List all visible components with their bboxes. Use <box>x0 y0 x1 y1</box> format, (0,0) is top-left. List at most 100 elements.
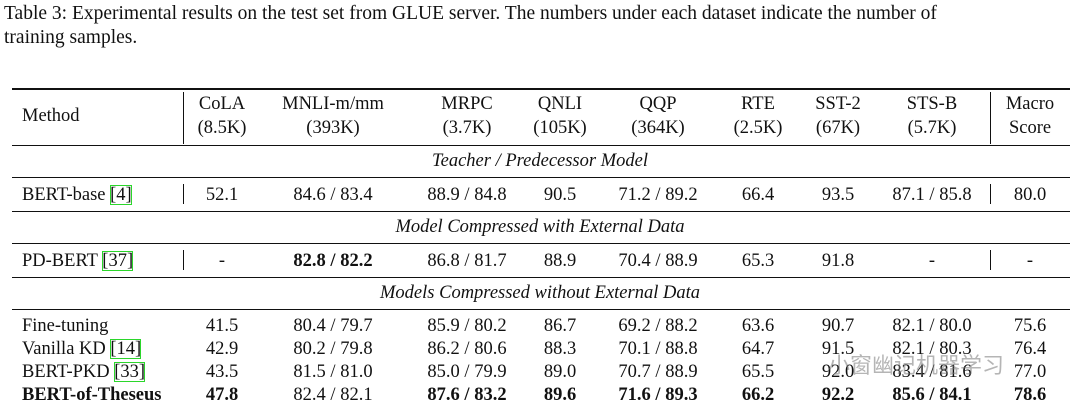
cell: 41.5 <box>205 316 239 336</box>
cell: 87.1 / 85.8 <box>892 185 972 205</box>
cell: 65.5 <box>741 362 775 382</box>
citation[interactable]: [33] <box>114 362 146 382</box>
cell: 86.2 / 80.6 <box>427 339 507 359</box>
cell: 85.6 / 84.1 <box>892 385 972 405</box>
column-subheader: (393K) <box>306 118 360 138</box>
column-header: CoLA <box>198 94 246 114</box>
cell: 90.7 <box>821 316 855 336</box>
cell: 82.1 / 80.3 <box>892 339 972 359</box>
cell: 86.8 / 81.7 <box>427 251 507 271</box>
cell: 66.4 <box>741 185 775 205</box>
cell: 69.2 / 88.2 <box>618 316 698 336</box>
rule <box>12 88 1070 90</box>
column-header: MRPC <box>441 94 493 114</box>
column-header: Method <box>22 106 80 126</box>
cell: 90.5 <box>543 185 577 205</box>
rule <box>12 309 1070 310</box>
cell: 86.7 <box>543 316 577 336</box>
rule <box>12 277 1070 278</box>
cell: 70.7 / 88.9 <box>618 362 698 382</box>
column-header: QQP <box>639 94 677 114</box>
column-subheader: (364K) <box>631 118 685 138</box>
watermark: 小窗幽记机器学习 <box>828 354 1005 379</box>
cell: 63.6 <box>741 316 775 336</box>
column-header: STS-B <box>906 94 958 114</box>
cell: 85.0 / 79.9 <box>427 362 507 382</box>
method-name: BERT-of-Theseus <box>22 385 162 405</box>
column-subheader: (3.7K) <box>442 118 492 138</box>
section-title: Model Compressed with External Data <box>395 217 685 237</box>
column-separator <box>183 92 184 144</box>
cell: 77.0 <box>1013 362 1047 382</box>
column-subheader: Score <box>1008 118 1052 138</box>
cell: 91.8 <box>821 251 855 271</box>
cell: 87.6 / 83.2 <box>427 385 507 405</box>
cell: 82.1 / 80.0 <box>892 316 972 336</box>
cell: 80.2 / 79.8 <box>293 339 373 359</box>
cell: 82.4 / 82.1 <box>293 385 373 405</box>
method-name: BERT-PKD [33] <box>22 362 146 382</box>
caption-line: Table 3: Experimental results on the tes… <box>4 3 937 24</box>
cell: 47.8 <box>205 385 239 405</box>
cell: 81.5 / 81.0 <box>293 362 373 382</box>
cell: 92.2 <box>821 385 855 405</box>
citation[interactable]: [4] <box>110 185 132 205</box>
column-separator <box>990 184 991 204</box>
cell: 70.4 / 88.9 <box>618 251 698 271</box>
cell: 93.5 <box>821 185 855 205</box>
cell: 89.6 <box>543 385 577 405</box>
column-separator <box>990 250 991 270</box>
column-subheader: (5.7K) <box>907 118 957 138</box>
section-title: Teacher / Predecessor Model <box>432 151 648 171</box>
rule <box>12 177 1070 178</box>
method-name: Vanilla KD [14] <box>22 339 142 359</box>
cell: 82.8 / 82.2 <box>293 251 373 271</box>
column-header: SST-2 <box>815 94 861 114</box>
column-header: Macro <box>1005 94 1055 114</box>
rule <box>12 145 1070 146</box>
cell: 75.6 <box>1013 316 1047 336</box>
cell: 89.0 <box>543 362 577 382</box>
cell: 91.5 <box>821 339 855 359</box>
cell: 71.2 / 89.2 <box>618 185 698 205</box>
column-header: MNLI-m/mm <box>282 94 384 114</box>
cell: 43.5 <box>205 362 239 382</box>
rule <box>12 243 1070 244</box>
column-separator <box>183 184 184 204</box>
cell: 66.2 <box>741 385 775 405</box>
cell: 92.0 <box>821 362 855 382</box>
cell: - <box>218 251 226 271</box>
cell: 52.1 <box>205 185 239 205</box>
method-name: PD-BERT [37] <box>22 251 134 271</box>
column-subheader: (105K) <box>533 118 587 138</box>
method-name: Fine-tuning <box>22 316 109 336</box>
cell: 70.1 / 88.8 <box>618 339 698 359</box>
cell: 78.6 <box>1013 385 1047 405</box>
cell: 83.4 / 81.6 <box>892 362 972 382</box>
cell: 76.4 <box>1013 339 1047 359</box>
section-title: Models Compressed without External Data <box>380 283 700 303</box>
column-subheader: (2.5K) <box>733 118 783 138</box>
column-separator <box>183 250 184 270</box>
cell: 42.9 <box>205 339 239 359</box>
method-name: BERT-base [4] <box>22 185 132 205</box>
cell: 88.3 <box>543 339 577 359</box>
column-header: RTE <box>741 94 775 114</box>
rule <box>12 211 1070 212</box>
cell: 80.4 / 79.7 <box>293 316 373 336</box>
column-subheader: (8.5K) <box>197 118 247 138</box>
cell: 88.9 <box>543 251 577 271</box>
column-header: QNLI <box>537 94 583 114</box>
citation[interactable]: [14] <box>110 339 142 359</box>
cell: 65.3 <box>741 251 775 271</box>
cell: - <box>1026 251 1034 271</box>
citation[interactable]: [37] <box>102 251 134 271</box>
cell: 85.9 / 80.2 <box>427 316 507 336</box>
cell: 71.6 / 89.3 <box>618 385 698 405</box>
cell: - <box>928 251 936 271</box>
cell: 80.0 <box>1013 185 1047 205</box>
cell: 84.6 / 83.4 <box>293 185 373 205</box>
cell: 64.7 <box>741 339 775 359</box>
caption-line: training samples. <box>4 27 138 48</box>
